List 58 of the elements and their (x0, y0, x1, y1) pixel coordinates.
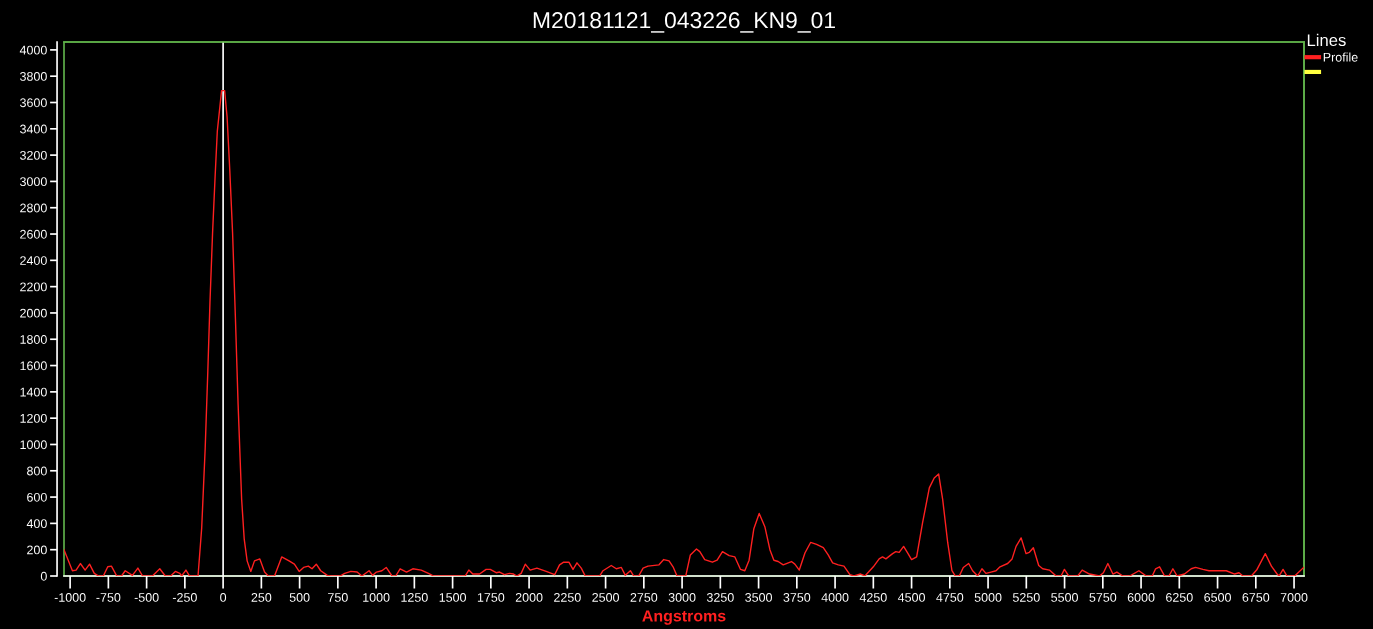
y-tick-label: 2400 (20, 256, 47, 265)
y-tick-label: 3000 (20, 177, 47, 187)
y-tick-label: 1200 (20, 413, 47, 423)
x-tick-label: 5000 (974, 593, 1002, 602)
y-tick-label: 400 (26, 519, 47, 529)
y-tick-label: 3600 (20, 98, 47, 108)
y-tick-label: 2800 (20, 203, 47, 213)
y-tick-label: 4000 (19, 45, 47, 55)
y-tick-label: 2200 (20, 282, 47, 292)
x-axis-title: Angstroms (642, 610, 726, 625)
x-tick-label: 6750 (1242, 593, 1270, 602)
legend-title: Lines (1307, 33, 1346, 47)
y-tick-label: 3200 (20, 150, 47, 160)
chart-title: M20181121_043226_KN9_01 (533, 12, 835, 33)
x-tick-label: 4000 (821, 593, 849, 602)
y-tick-label: 800 (27, 466, 47, 476)
y-tick-label: 3400 (20, 124, 47, 134)
x-tick-label: 4250 (859, 593, 887, 602)
x-tick-label: 2250 (554, 593, 581, 602)
y-tick-label: 200 (27, 545, 47, 555)
x-tick-label: -500 (134, 593, 159, 602)
x-tick-label: 4500 (897, 593, 925, 602)
y-tick-label: 2000 (20, 308, 47, 318)
x-tick-label: 5250 (1012, 593, 1040, 602)
x-tick-label: -1000 (54, 593, 86, 602)
x-tick-label: 6500 (1204, 593, 1231, 602)
x-tick-label: 2000 (515, 593, 543, 602)
x-tick-label: 5500 (1051, 593, 1078, 602)
x-tick-label: 2500 (592, 593, 620, 602)
x-tick-label: -250 (172, 593, 197, 602)
y-tick-label: 3800 (20, 72, 47, 81)
x-tick-label: 250 (251, 593, 272, 602)
y-tick-label: 1000 (20, 440, 47, 450)
y-tick-label: 600 (27, 492, 47, 502)
x-tick-label: 6250 (1166, 593, 1193, 602)
x-tick-label: 1750 (477, 593, 505, 602)
x-tick-label: -750 (96, 593, 121, 602)
y-tick-label: 2600 (20, 229, 47, 239)
x-tick-label: 7000 (1280, 593, 1308, 602)
x-tick-label: 2750 (630, 593, 658, 602)
x-tick-label: 4750 (936, 593, 964, 602)
x-tick-label: 1500 (439, 593, 467, 602)
x-tick-label: 500 (289, 593, 310, 602)
x-tick-label: 1250 (401, 593, 428, 602)
x-tick-label: 750 (328, 593, 348, 602)
x-tick-label: 1000 (363, 593, 390, 602)
y-tick-label: 1600 (20, 361, 47, 371)
x-tick-label: 3250 (706, 593, 734, 602)
x-tick-label: 3000 (668, 593, 696, 602)
x-tick-label: 3750 (783, 593, 811, 602)
legend-label: Profile (1323, 52, 1358, 62)
x-tick-label: 5750 (1089, 593, 1117, 602)
x-tick-label: 6000 (1127, 593, 1155, 602)
y-tick-label: 0 (40, 571, 47, 581)
x-tick-label: 0 (220, 593, 227, 602)
x-tick-label: 3500 (745, 593, 772, 602)
y-tick-label: 1800 (20, 335, 47, 344)
y-tick-label: 1400 (20, 387, 47, 397)
